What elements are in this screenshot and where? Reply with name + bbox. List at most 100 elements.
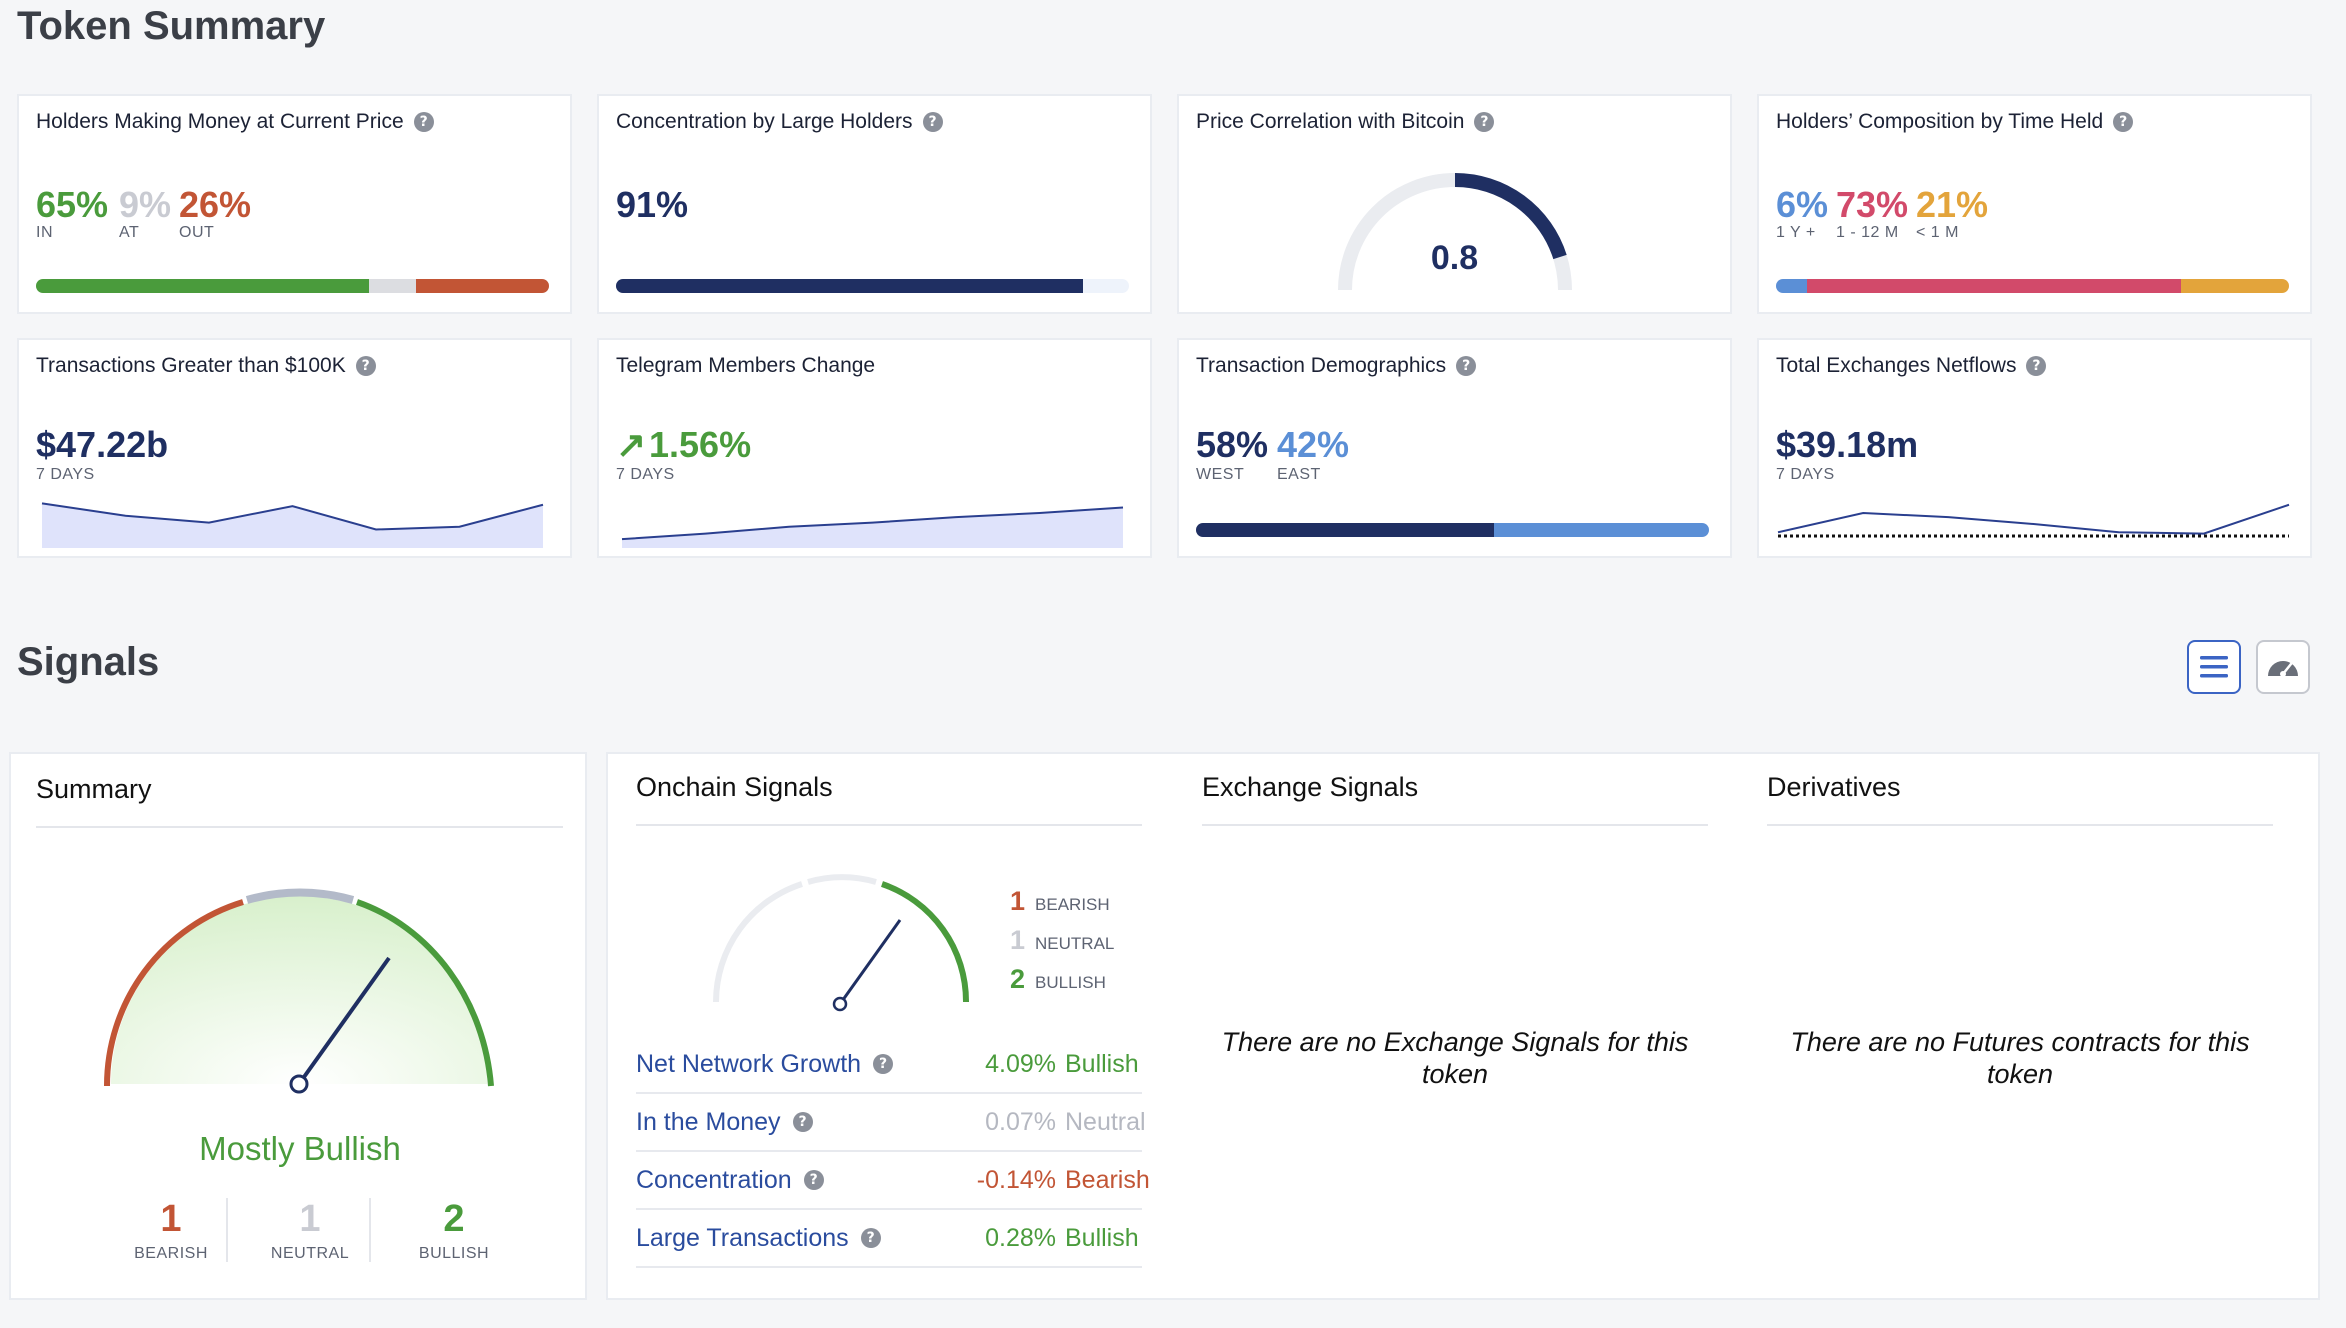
neutral-label: NEUTRAL bbox=[1035, 934, 1115, 953]
signal-status: Bullish bbox=[1065, 1223, 1139, 1252]
card-title: Concentration by Large Holders bbox=[616, 110, 913, 133]
mid-term-value: 73% bbox=[1836, 184, 1909, 225]
netflows-value: $39.18m bbox=[1776, 424, 1919, 465]
btc-correlation-card: Price Correlation with Bitcoin ? 0.8 bbox=[1177, 94, 1732, 314]
signal-value: 0.07% bbox=[985, 1107, 1056, 1136]
mid-term-label: 1 - 12 M bbox=[1836, 224, 1899, 241]
help-icon[interactable]: ? bbox=[1474, 112, 1495, 132]
east-value: 42% bbox=[1277, 424, 1350, 465]
signal-value: 4.09% bbox=[985, 1049, 1056, 1078]
long-term-segment bbox=[1776, 279, 1807, 293]
netflows-sparkline bbox=[1777, 503, 2290, 538]
west-segment bbox=[1196, 523, 1494, 537]
telegram-arrow-icon: ↗ bbox=[616, 424, 647, 465]
large-tx-sparkline bbox=[41, 502, 544, 548]
signal-status: Neutral bbox=[1065, 1107, 1146, 1136]
derivatives-empty-message: There are no Futures contracts for this … bbox=[1790, 1027, 2250, 1089]
period-label: 7 DAYS bbox=[1776, 466, 1835, 483]
sparkline-line bbox=[1777, 503, 2290, 535]
derivatives-title: Derivatives bbox=[1767, 772, 1901, 802]
gauge-view-button[interactable] bbox=[2256, 640, 2310, 694]
period-label: 7 DAYS bbox=[36, 466, 95, 483]
help-icon[interactable]: ? bbox=[413, 112, 434, 132]
signal-row-net-network-growth[interactable]: Net Network Growth? 4.09% Bullish bbox=[636, 1036, 1142, 1094]
list-view-button[interactable] bbox=[2187, 640, 2241, 694]
summary-neutral: 1 NEUTRAL bbox=[255, 1198, 365, 1263]
bearish-label: BEARISH bbox=[1035, 895, 1110, 914]
list-icon bbox=[2200, 656, 2228, 678]
help-icon[interactable]: ? bbox=[873, 1054, 894, 1074]
east-segment bbox=[1493, 523, 1709, 537]
signal-value: 0.28% bbox=[985, 1223, 1056, 1252]
sparkline-line bbox=[41, 502, 544, 531]
concentration-card: Concentration by Large Holders ? 91% bbox=[597, 94, 1152, 314]
signal-row-large-transactions[interactable]: Large Transactions? 0.28% Bullish bbox=[636, 1210, 1142, 1268]
correlation-gauge bbox=[1338, 173, 1572, 291]
onchain-neutral-legend: 1 NEUTRAL bbox=[1010, 925, 1114, 956]
count-divider bbox=[369, 1198, 371, 1262]
telegram-card: Telegram Members Change ↗ 1.56% 7 DAYS bbox=[597, 338, 1152, 558]
help-icon[interactable]: ? bbox=[803, 1170, 824, 1190]
signal-name[interactable]: Net Network Growth bbox=[636, 1049, 862, 1078]
bullish-label: BULLISH bbox=[418, 1245, 490, 1262]
help-icon[interactable]: ? bbox=[355, 356, 376, 376]
summary-bearish: 1 BEARISH bbox=[121, 1198, 221, 1263]
signal-status: Bullish bbox=[1065, 1049, 1139, 1078]
count-divider bbox=[226, 1198, 228, 1262]
short-term-segment bbox=[2181, 279, 2289, 293]
in-label: IN bbox=[36, 224, 53, 241]
onchain-divider bbox=[636, 824, 1142, 826]
onchain-title: Onchain Signals bbox=[636, 772, 833, 802]
help-icon[interactable]: ? bbox=[2026, 356, 2047, 376]
at-label: AT bbox=[119, 224, 140, 241]
east-label: EAST bbox=[1277, 466, 1321, 483]
signal-row-in-the-money[interactable]: In the Money? 0.07% Neutral bbox=[636, 1094, 1146, 1152]
sparkline-line bbox=[621, 506, 1124, 541]
exchange-divider bbox=[1202, 824, 1708, 826]
help-icon[interactable]: ? bbox=[792, 1112, 813, 1132]
large-tx-value: $47.22b bbox=[36, 424, 169, 465]
signal-value: -0.14% bbox=[976, 1165, 1056, 1194]
concentration-fill bbox=[616, 279, 1083, 293]
help-icon[interactable]: ? bbox=[2113, 112, 2134, 132]
bullish-count: 2 bbox=[443, 1198, 465, 1240]
summary-title: Summary bbox=[36, 774, 152, 804]
signal-name[interactable]: Concentration bbox=[636, 1165, 792, 1194]
sparkline-area bbox=[42, 503, 543, 548]
card-title: Holders Making Money at Current Price bbox=[36, 110, 404, 133]
bearish-label: BEARISH bbox=[134, 1245, 208, 1262]
period-label: 7 DAYS bbox=[616, 466, 675, 483]
onchain-bearish-legend: 1 BEARISH bbox=[1010, 886, 1110, 917]
out-segment bbox=[415, 279, 549, 293]
card-title: Transaction Demographics bbox=[1196, 354, 1447, 377]
neutral-count: 1 bbox=[1010, 925, 1026, 955]
composition-bar bbox=[1776, 279, 2289, 293]
netflows-card: Total Exchanges Netflows ? $39.18m 7 DAY… bbox=[1757, 338, 2312, 558]
signals-title: Signals bbox=[17, 640, 160, 684]
large-tx-card: Transactions Greater than $100K ? $47.22… bbox=[17, 338, 572, 558]
neutral-count: 1 bbox=[299, 1198, 321, 1240]
short-term-label: < 1 M bbox=[1916, 224, 1959, 241]
bearish-count: 1 bbox=[160, 1198, 182, 1240]
card-title: Holders’ Composition by Time Held bbox=[1776, 110, 2104, 133]
demographics-card: Transaction Demographics ? 58% WEST 42% … bbox=[1177, 338, 1732, 558]
onchain-bullish-legend: 2 BULLISH bbox=[1010, 964, 1106, 995]
gauge-icon bbox=[2268, 661, 2298, 677]
in-value: 65% bbox=[36, 184, 109, 225]
signal-name[interactable]: Large Transactions bbox=[636, 1223, 849, 1252]
summary-divider bbox=[36, 826, 563, 828]
card-title: Total Exchanges Netflows bbox=[1776, 354, 2017, 377]
mid-term-segment bbox=[1806, 279, 2182, 293]
composition-card: Holders’ Composition by Time Held ? 6% 1… bbox=[1757, 94, 2312, 314]
help-icon[interactable]: ? bbox=[1456, 356, 1477, 376]
help-icon[interactable]: ? bbox=[922, 112, 943, 132]
help-icon[interactable]: ? bbox=[860, 1228, 881, 1248]
long-term-label: 1 Y + bbox=[1776, 224, 1816, 241]
concentration-bar bbox=[616, 279, 1129, 293]
signal-status: Bearish bbox=[1065, 1165, 1150, 1194]
signal-name[interactable]: In the Money bbox=[636, 1107, 781, 1136]
signal-row-concentration[interactable]: Concentration? -0.14% Bearish bbox=[636, 1152, 1150, 1210]
holders-money-card: Holders Making Money at Current Price ? … bbox=[17, 94, 572, 314]
west-label: WEST bbox=[1196, 466, 1245, 483]
sparkline-area bbox=[622, 507, 1123, 548]
